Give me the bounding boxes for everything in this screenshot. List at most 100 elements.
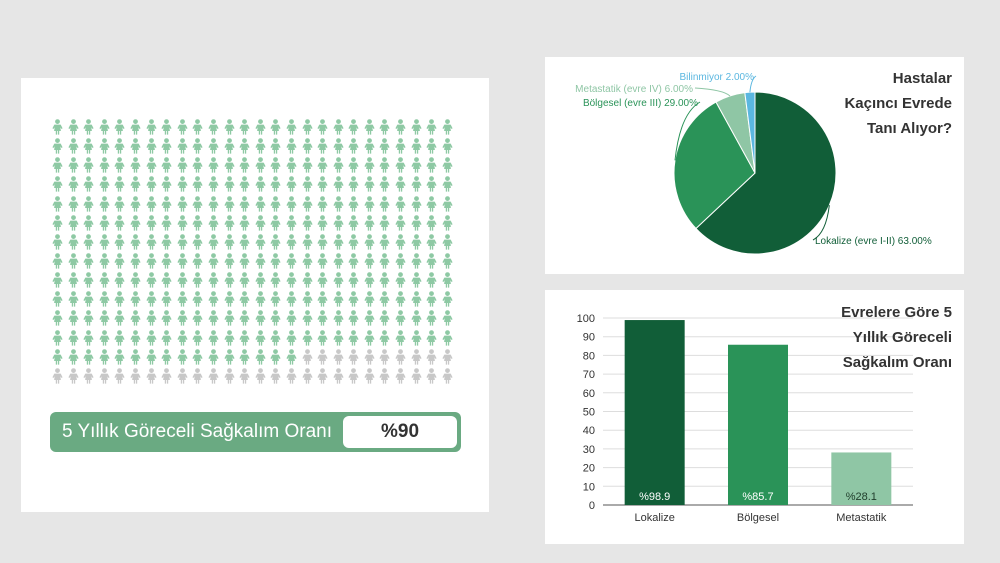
person-icon: [175, 348, 191, 367]
y-tick-label: 90: [583, 332, 595, 344]
y-tick-label: 0: [589, 500, 595, 512]
person-icon: [253, 118, 269, 137]
person-icon: [253, 175, 269, 194]
person-icon: [159, 348, 175, 367]
person-icon: [440, 309, 456, 328]
person-icon: [377, 233, 393, 252]
person-icon: [315, 156, 331, 175]
y-tick-label: 60: [583, 388, 595, 400]
person-icon: [159, 309, 175, 328]
person-icon: [159, 195, 175, 214]
person-icon: [159, 329, 175, 348]
person-icon: [144, 156, 160, 175]
person-icon: [112, 137, 128, 156]
person-icon: [440, 156, 456, 175]
person-icon: [175, 195, 191, 214]
pie-leader-line: [812, 205, 830, 241]
person-icon: [66, 309, 82, 328]
person-icon: [175, 118, 191, 137]
person-icon: [144, 271, 160, 290]
person-icon: [112, 118, 128, 137]
person-icon: [50, 271, 66, 290]
person-icon: [237, 271, 253, 290]
y-tick-label: 100: [577, 313, 595, 325]
person-icon: [159, 214, 175, 233]
person-icon: [393, 252, 409, 271]
person-icon: [362, 137, 378, 156]
person-icon: [268, 290, 284, 309]
person-icon: [331, 309, 347, 328]
person-icon: [128, 156, 144, 175]
person-icon: [346, 175, 362, 194]
person-icon: [409, 233, 425, 252]
person-icon: [315, 195, 331, 214]
person-icon: [253, 271, 269, 290]
person-icon: [128, 175, 144, 194]
person-icon: [222, 367, 238, 386]
person-icon: [50, 214, 66, 233]
person-icon: [175, 252, 191, 271]
person-icon: [315, 233, 331, 252]
bar: [728, 344, 788, 505]
person-icon: [284, 290, 300, 309]
person-icon: [362, 309, 378, 328]
person-icon: [253, 252, 269, 271]
y-tick-label: 70: [583, 369, 595, 381]
person-icon: [97, 195, 113, 214]
person-icon: [268, 137, 284, 156]
person-icon: [268, 214, 284, 233]
pie-slice-label: Metastatik (evre IV) 6.00%: [575, 84, 693, 95]
person-icon: [190, 118, 206, 137]
person-icon: [190, 309, 206, 328]
person-icon: [237, 348, 253, 367]
person-icon: [144, 252, 160, 271]
person-icon: [222, 156, 238, 175]
person-icon: [284, 195, 300, 214]
person-icon: [346, 348, 362, 367]
person-icon: [175, 309, 191, 328]
person-icon: [222, 175, 238, 194]
person-icon: [159, 175, 175, 194]
person-icon: [284, 137, 300, 156]
person-icon: [331, 233, 347, 252]
person-icon: [159, 118, 175, 137]
person-icon: [362, 367, 378, 386]
person-icon: [222, 233, 238, 252]
person-icon: [97, 309, 113, 328]
person-icon: [440, 348, 456, 367]
person-icon: [331, 329, 347, 348]
person-icon: [346, 271, 362, 290]
person-icon: [393, 309, 409, 328]
person-icon: [300, 329, 316, 348]
person-icon: [393, 329, 409, 348]
person-icon: [377, 367, 393, 386]
person-icon: [346, 118, 362, 137]
person-icon: [190, 214, 206, 233]
y-tick-label: 30: [583, 444, 595, 456]
pie-slice-label: Bilinmiyor 2.00%: [680, 72, 755, 83]
pie-leader-line: [674, 101, 701, 161]
person-icon: [190, 252, 206, 271]
person-icon: [393, 175, 409, 194]
person-icon: [393, 195, 409, 214]
person-icon: [253, 156, 269, 175]
person-icon: [144, 329, 160, 348]
person-icon: [377, 214, 393, 233]
person-icon: [440, 195, 456, 214]
person-icon: [268, 175, 284, 194]
person-icon: [112, 329, 128, 348]
person-icon: [97, 118, 113, 137]
x-category-label: Lokalize: [634, 512, 674, 524]
person-icon: [81, 214, 97, 233]
person-icon: [159, 252, 175, 271]
person-icon: [144, 118, 160, 137]
person-icon: [128, 233, 144, 252]
person-icon: [424, 195, 440, 214]
person-icon: [424, 271, 440, 290]
person-icon: [440, 137, 456, 156]
person-icon: [424, 367, 440, 386]
person-icon: [315, 271, 331, 290]
person-icon: [190, 233, 206, 252]
pie-leader-line: [694, 87, 731, 97]
person-icon: [268, 348, 284, 367]
